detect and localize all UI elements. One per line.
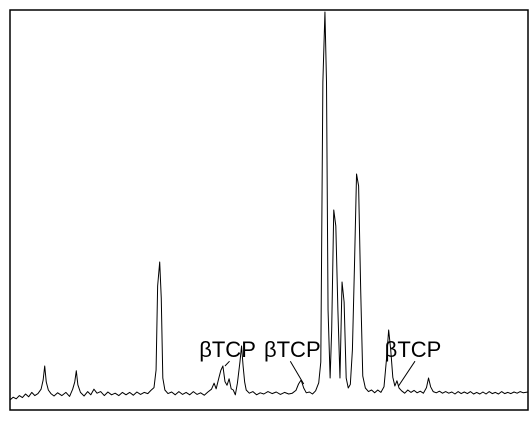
plot-layer [9, 11, 529, 401]
annotation-layer: βTCP βTCP βTCP [199, 337, 442, 387]
annotation-leader-line [224, 360, 230, 367]
annotation-label: βTCP [199, 337, 256, 362]
spectrum-trace-0 [9, 11, 529, 401]
annotation-leader-line [398, 360, 416, 387]
annotation-btcp-1: βTCP [199, 337, 256, 367]
annotation-btcp-3: βTCP [385, 337, 442, 387]
plot-frame [9, 9, 529, 411]
annotation-label: βTCP [385, 337, 442, 362]
annotation-leader-line [289, 360, 305, 385]
annotation-label: βTCP [264, 337, 321, 362]
annotation-btcp-2: βTCP [264, 337, 321, 385]
